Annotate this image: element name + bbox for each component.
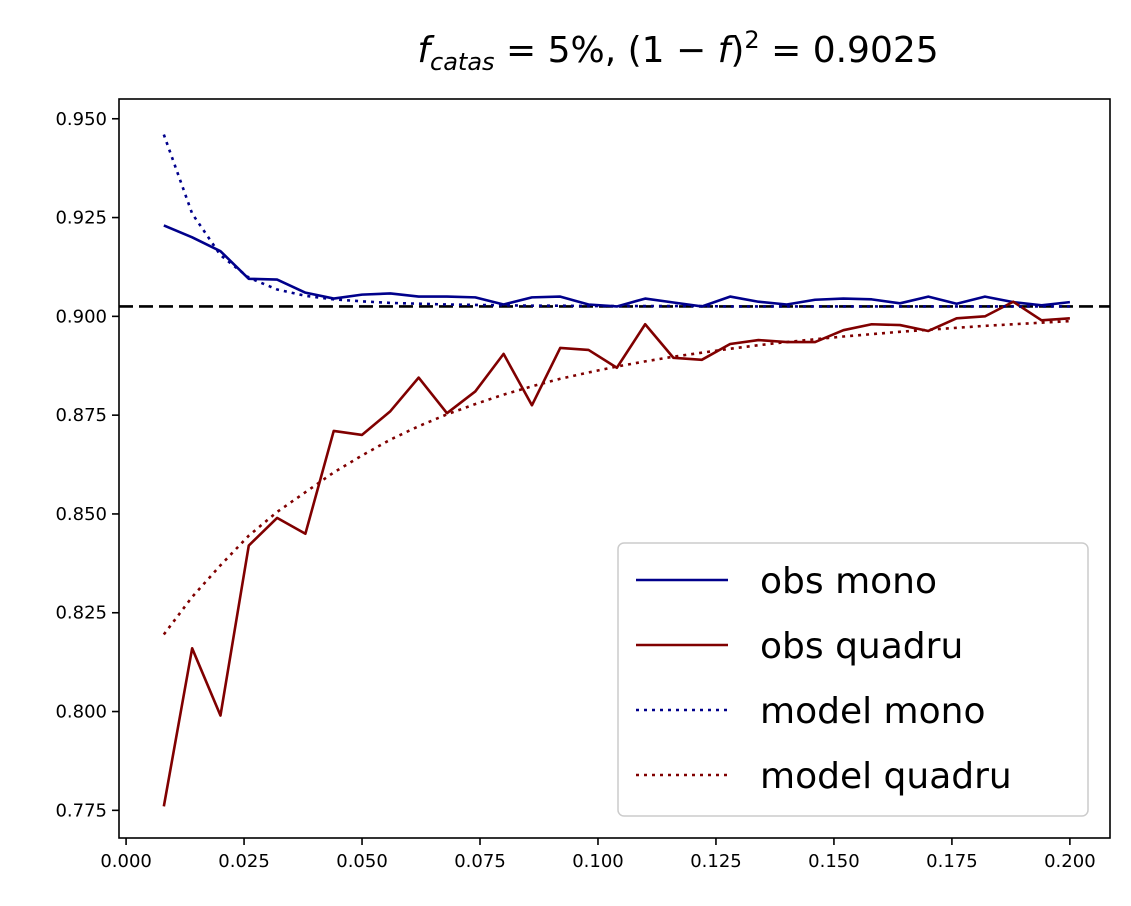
x-tick-label: 0.000 xyxy=(100,851,152,872)
chart-title: fcatas = 5%, (1 − f)2 = 0.9025 xyxy=(417,26,938,76)
series-line-obs-quadru xyxy=(162,300,1070,807)
y-tick-label: 0.950 xyxy=(55,109,107,130)
series-group xyxy=(162,134,1071,807)
legend-label: obs mono xyxy=(760,561,937,602)
title-subscript: catas xyxy=(430,48,495,76)
legend: obs mono obs quadru model mono model quadru xyxy=(617,542,1089,817)
title-equation-part2: = 0.9025 xyxy=(760,30,939,71)
plot-frame xyxy=(118,98,1111,839)
legend-label: model mono xyxy=(760,691,985,732)
series-line-obs-mono xyxy=(163,224,1071,308)
x-tick-label: 0.200 xyxy=(1044,851,1096,872)
x-tick-label: 0.150 xyxy=(808,851,860,872)
axes: 0.000 0.025 0.050 0.075 0.100 0.125 0.150 0.175… xyxy=(55,98,1111,872)
legend-box xyxy=(617,542,1089,817)
y-tick-label: 0.875 xyxy=(55,405,107,426)
x-tick-label: 0.175 xyxy=(926,851,978,872)
y-tick-label: 0.775 xyxy=(55,800,107,821)
title-equation-part1: = 5%, (1 − xyxy=(495,30,718,71)
legend-label: obs quadru xyxy=(760,626,963,667)
svg-text:fcatas = 5%, (1 − f)2 = 0.90: fcatas = 5%, (1 − f)2 = 0.9025 xyxy=(417,26,938,76)
y-tick-label: 0.925 xyxy=(55,208,107,229)
x-tick-label: 0.100 xyxy=(572,851,624,872)
y-tick-label: 0.900 xyxy=(55,306,107,327)
x-tick-label: 0.050 xyxy=(336,851,388,872)
x-tick-label: 0.075 xyxy=(454,851,506,872)
y-tick-label: 0.800 xyxy=(55,702,107,723)
title-superscript: 2 xyxy=(744,26,759,54)
y-tick-label: 0.850 xyxy=(55,504,107,525)
legend-label: model quadru xyxy=(760,756,1012,797)
series-line-model-mono xyxy=(162,134,1070,308)
x-tick-label: 0.125 xyxy=(690,851,742,872)
title-close-paren: ) xyxy=(730,30,744,71)
y-tick-label: 0.825 xyxy=(55,603,107,624)
x-tick-label: 0.025 xyxy=(218,851,270,872)
